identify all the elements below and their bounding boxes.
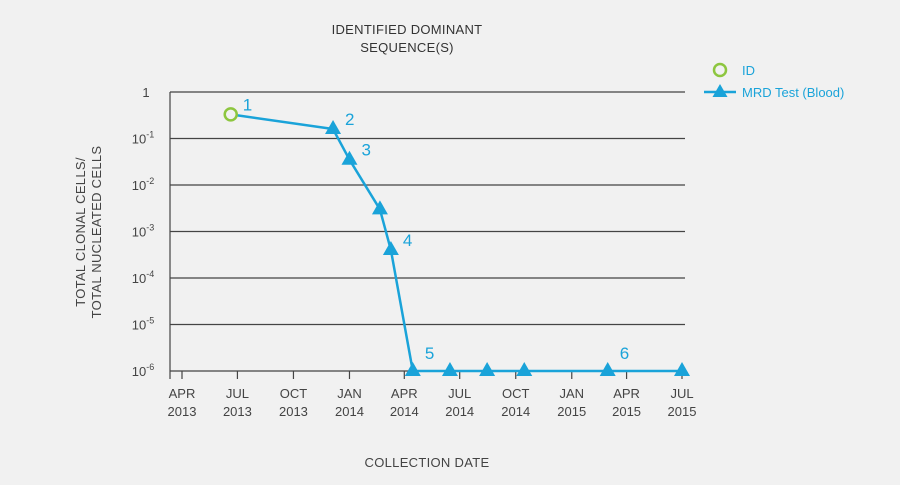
x-tick-year: 2013 bbox=[279, 404, 308, 419]
x-tick-year: 2013 bbox=[223, 404, 252, 419]
x-tick-month: APR bbox=[613, 386, 640, 401]
point-label: 3 bbox=[361, 141, 370, 160]
point-label: 5 bbox=[425, 344, 434, 363]
x-tick-month: OCT bbox=[280, 386, 308, 401]
legend-id-marker bbox=[712, 62, 728, 78]
series-line-mrd bbox=[230, 113, 682, 373]
y-tick-label: 1 bbox=[142, 85, 149, 100]
x-tick-year: 2015 bbox=[612, 404, 641, 419]
point-label: 4 bbox=[403, 231, 412, 250]
x-tick-year: 2015 bbox=[668, 404, 697, 419]
chart-title-line-2: SEQUENCE(S) bbox=[360, 40, 454, 55]
mrd-point-marker bbox=[516, 362, 533, 376]
legend-id-label: ID bbox=[742, 63, 755, 78]
y-tick-label: 10-1 bbox=[132, 130, 154, 147]
x-tick-year: 2015 bbox=[557, 404, 586, 419]
x-tick-year: 2014 bbox=[390, 404, 419, 419]
mrd-point-marker bbox=[341, 150, 358, 165]
point-label: 1 bbox=[243, 95, 252, 114]
x-tick-month: JUL bbox=[226, 386, 249, 401]
x-tick-year: 2014 bbox=[445, 404, 474, 419]
y-tick-label: 10-4 bbox=[132, 269, 154, 286]
x-tick-year: 2014 bbox=[501, 404, 530, 419]
point-label: 2 bbox=[345, 110, 354, 129]
x-axis-label: COLLECTION DATE bbox=[365, 455, 490, 470]
legend: ID MRD Test (Blood) bbox=[704, 62, 844, 100]
x-tick-month: JUL bbox=[448, 386, 471, 401]
mrd-point-marker bbox=[674, 362, 690, 376]
y-axis-label-line-1: TOTAL CLONAL CELLS/ bbox=[73, 157, 88, 307]
y-axis-label-line-2: TOTAL NUCLEATED CELLS bbox=[89, 146, 104, 319]
chart-title-line-1: IDENTIFIED DOMINANT bbox=[332, 22, 483, 37]
mrd-point-marker bbox=[599, 362, 616, 376]
point-label: 6 bbox=[620, 344, 629, 363]
x-tick-month: APR bbox=[169, 386, 196, 401]
id-point-marker bbox=[223, 107, 238, 122]
mrd-point-marker bbox=[479, 362, 496, 376]
x-tick-month: JAN bbox=[559, 386, 584, 401]
mrd-point-marker bbox=[382, 241, 399, 256]
mrd-point-marker bbox=[441, 362, 458, 376]
x-tick-month: JUL bbox=[670, 386, 693, 401]
legend-mrd-label: MRD Test (Blood) bbox=[742, 85, 844, 100]
y-tick-label: 10-2 bbox=[132, 176, 154, 193]
mrd-point-marker bbox=[371, 200, 388, 215]
y-tick-label: 10-3 bbox=[132, 223, 154, 240]
legend-mrd-marker bbox=[712, 84, 728, 97]
x-tick-year: 2013 bbox=[168, 404, 197, 419]
mrd-point-marker bbox=[404, 362, 421, 376]
mrd-point-marker bbox=[325, 120, 342, 135]
x-tick-month: OCT bbox=[502, 386, 530, 401]
x-tick-month: JAN bbox=[337, 386, 362, 401]
y-tick-label: 10-6 bbox=[132, 362, 154, 379]
y-tick-label: 10-5 bbox=[132, 316, 154, 333]
x-tick-month: APR bbox=[391, 386, 418, 401]
x-tick-year: 2014 bbox=[335, 404, 364, 419]
